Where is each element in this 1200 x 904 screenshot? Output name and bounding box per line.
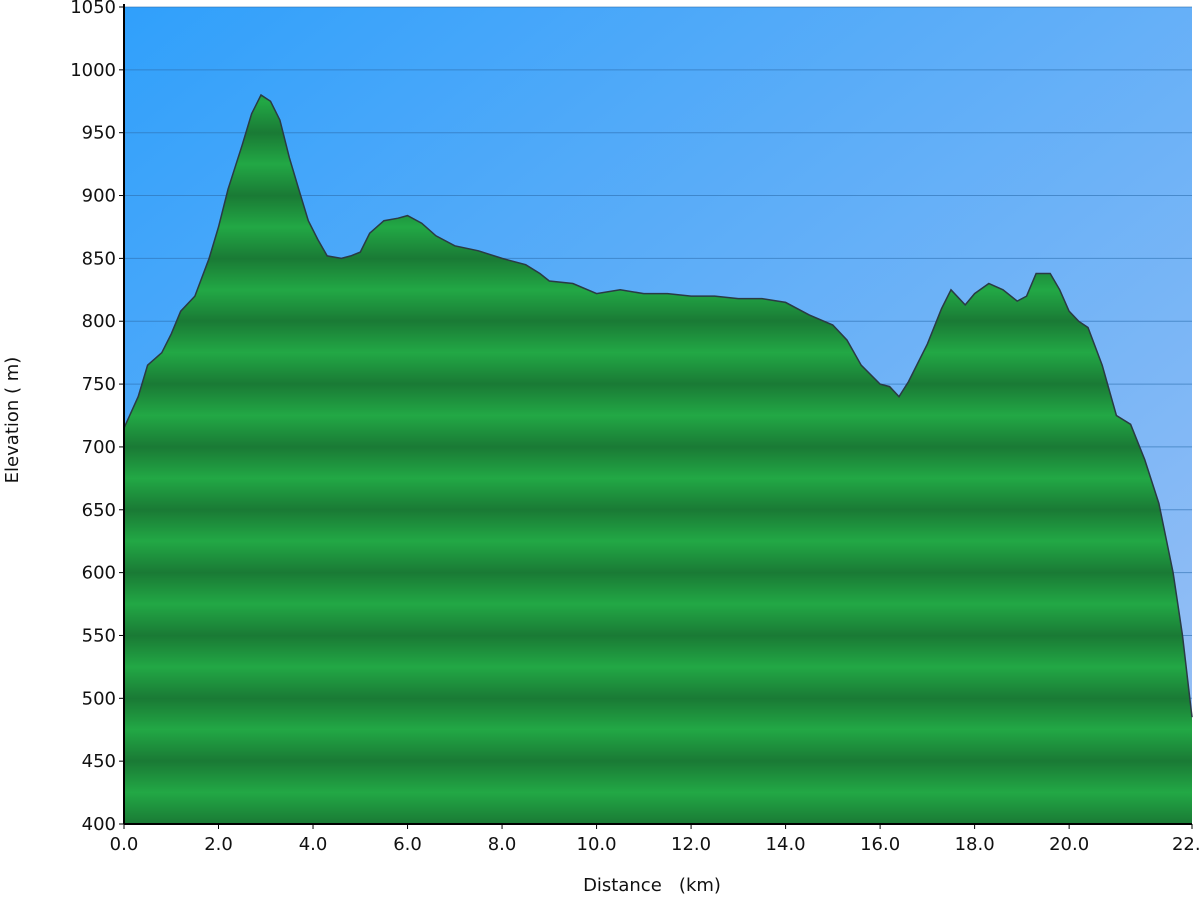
area [124,95,1192,824]
y-tick-label: 500 [82,688,116,709]
x-tick-label: 12.0 [671,834,711,855]
y-tick-label: 400 [82,814,116,835]
y-tick-label: 950 [82,123,116,144]
x-tick-label: 2.0 [204,834,233,855]
y-tick-label: 550 [82,625,116,646]
y-tick-label: 700 [82,437,116,458]
y-tick-label: 850 [82,248,116,269]
y-tick-label: 450 [82,751,116,772]
y-tick-label: 600 [82,563,116,584]
y-tick-label: 900 [82,186,116,207]
x-tick-label: 6.0 [393,834,422,855]
y-tick-label: 1000 [70,60,116,81]
x-tick-label: 20.0 [1049,834,1089,855]
x-axis-label: Distance (km) [583,875,721,896]
x-tick-label: 16.0 [860,834,900,855]
x-tick-label: 18.0 [955,834,995,855]
x-tick-label: 22.6 [1172,834,1200,855]
y-tick-label: 1050 [70,0,116,18]
y-axis-label: Elevation ( m) [2,357,23,484]
x-tick-label: 0.0 [110,834,139,855]
x-tick-label: 4.0 [299,834,328,855]
y-tick-label: 650 [82,500,116,521]
x-tick-label: 14.0 [766,834,806,855]
area-outline [123,93,1193,718]
x-tick-label: 10.0 [577,834,617,855]
y-tick-label: 800 [82,311,116,332]
x-tick-label: 8.0 [488,834,517,855]
y-tick-label: 750 [82,374,116,395]
